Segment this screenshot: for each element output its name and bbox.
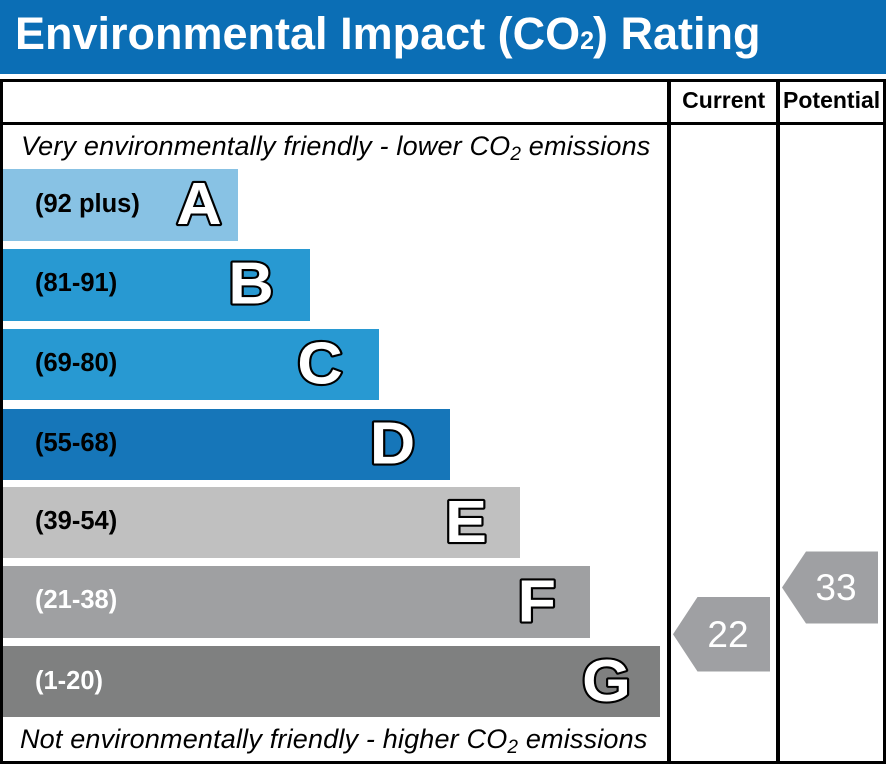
svg-text:F: F xyxy=(518,568,556,634)
svg-text:B: B xyxy=(228,250,273,316)
svg-text:A: A xyxy=(176,171,221,237)
svg-text:D: D xyxy=(370,410,415,476)
svg-text:G: G xyxy=(582,648,631,714)
svg-text:E: E xyxy=(445,488,487,554)
svg-text:C: C xyxy=(297,330,342,396)
